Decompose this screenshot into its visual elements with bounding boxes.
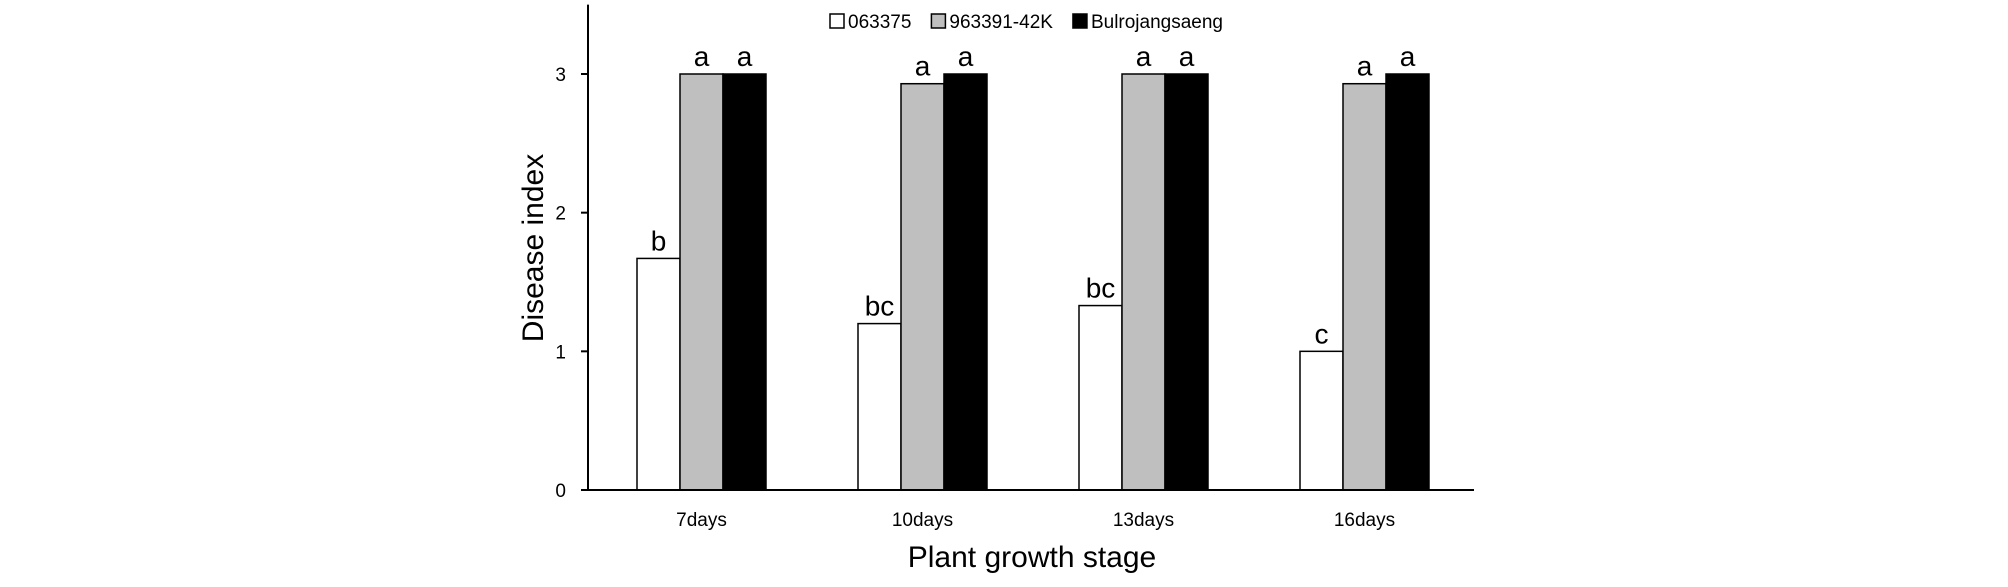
data-label-16days-2: a — [1400, 41, 1416, 72]
axes: 7days 10days 13days 16days 0 1 2 3 — [555, 4, 1474, 531]
bars — [636, 73, 1430, 491]
legend-swatch-1 — [930, 13, 947, 29]
y-tick-label: 2 — [555, 204, 566, 225]
legend: 063375 963391-42K Bulrojangsaeng — [829, 12, 1223, 33]
data-label-16days-1: a — [1357, 51, 1373, 82]
bar-13days-1 — [1121, 73, 1166, 491]
bar-13days-0 — [1078, 304, 1123, 491]
legend-label-0: 063375 — [848, 12, 911, 33]
y-tick-label: 3 — [555, 65, 566, 86]
bar-10days-0 — [857, 322, 902, 491]
bar-10days-1 — [900, 82, 945, 491]
bar-16days-0 — [1299, 350, 1344, 491]
bar-16days-2 — [1385, 73, 1430, 491]
y-tick-label: 0 — [555, 481, 566, 502]
x-tick-label: 16days — [1334, 510, 1395, 531]
bar-7days-0 — [636, 257, 681, 491]
legend-label-1: 963391-42K — [949, 12, 1053, 33]
data-label-16days-0: c — [1315, 318, 1329, 349]
data-label-7days-0: b — [651, 225, 667, 256]
bar-7days-2 — [722, 73, 767, 491]
data-label-13days-2: a — [1179, 41, 1195, 72]
bar-10days-2 — [943, 73, 988, 491]
data-label-10days-2: a — [958, 41, 974, 72]
y-tick-label: 1 — [555, 342, 566, 363]
bar-16days-1 — [1342, 82, 1387, 491]
x-tick-label: 13days — [1113, 510, 1174, 531]
x-tick-label: 10days — [892, 510, 953, 531]
data-label-13days-1: a — [1136, 41, 1152, 72]
data-label-13days-0: bc — [1086, 273, 1116, 304]
x-axis-title: Plant growth stage — [908, 541, 1156, 574]
data-label-7days-1: a — [694, 41, 710, 72]
data-label-10days-1: a — [915, 51, 931, 82]
data-label-10days-0: bc — [865, 291, 895, 322]
legend-swatch-2 — [1072, 13, 1088, 29]
y-axis-title: Disease index — [517, 154, 550, 342]
legend-label-2: Bulrojangsaeng — [1091, 12, 1223, 33]
x-tick-label: 7days — [676, 510, 727, 531]
bar-7days-1 — [679, 73, 724, 491]
data-label-7days-2: a — [737, 41, 753, 72]
bar-13days-2 — [1164, 73, 1209, 491]
legend-swatch-0 — [829, 13, 845, 29]
